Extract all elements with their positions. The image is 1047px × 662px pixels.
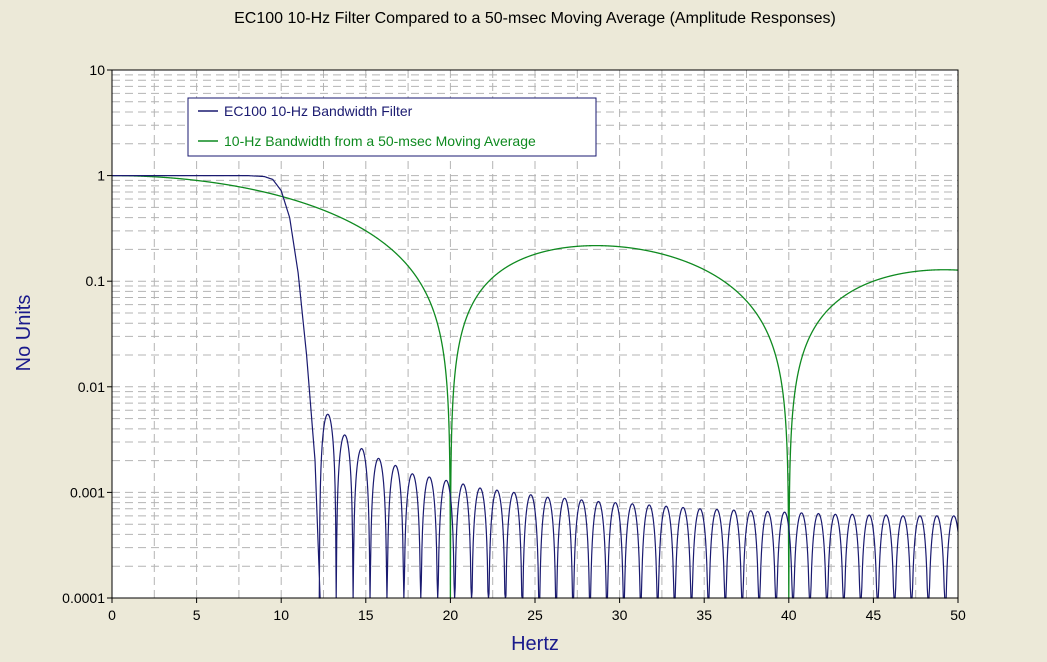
x-axis-label: Hertz <box>511 633 559 655</box>
y-tick-label: 1 <box>97 168 105 184</box>
x-tick-label: 15 <box>358 607 374 623</box>
x-tick-label: 45 <box>866 607 882 623</box>
x-tick-label: 40 <box>781 607 797 623</box>
y-tick-label: 0.0001 <box>62 590 105 606</box>
y-tick-label: 0.01 <box>78 379 105 395</box>
x-tick-label: 30 <box>612 607 628 623</box>
y-tick-label: 0.001 <box>70 484 105 500</box>
plot-border <box>111 69 959 599</box>
legend: EC100 10-Hz Bandwidth Filter 10-Hz Bandw… <box>187 97 597 157</box>
legend-box <box>187 97 597 157</box>
series-line-moving-average <box>112 174 959 599</box>
y-tick-label: 0.1 <box>86 273 106 289</box>
x-tick-label: 50 <box>950 607 966 623</box>
tick-layer: 0 5 10 15 20 25 30 35 40 45 50 10 1 0.1 0.01 0.001 0.000… <box>62 62 966 623</box>
legend-label-filter: EC100 10-Hz Bandwidth Filter <box>224 103 413 119</box>
x-tick-label: 5 <box>193 607 201 623</box>
y-axis-label: No Units <box>13 295 35 372</box>
legend-label-moving-average: 10-Hz Bandwidth from a 50-msec Moving Av… <box>224 133 536 149</box>
x-tick-label: 10 <box>273 607 289 623</box>
chart-title: EC100 10-Hz Filter Compared to a 50-msec… <box>234 10 836 27</box>
x-tick-label: 20 <box>443 607 459 623</box>
x-tick-label: 35 <box>696 607 712 623</box>
x-tick-label: 25 <box>527 607 543 623</box>
x-tick-label: 0 <box>108 607 116 623</box>
y-tick-label: 10 <box>89 62 105 78</box>
